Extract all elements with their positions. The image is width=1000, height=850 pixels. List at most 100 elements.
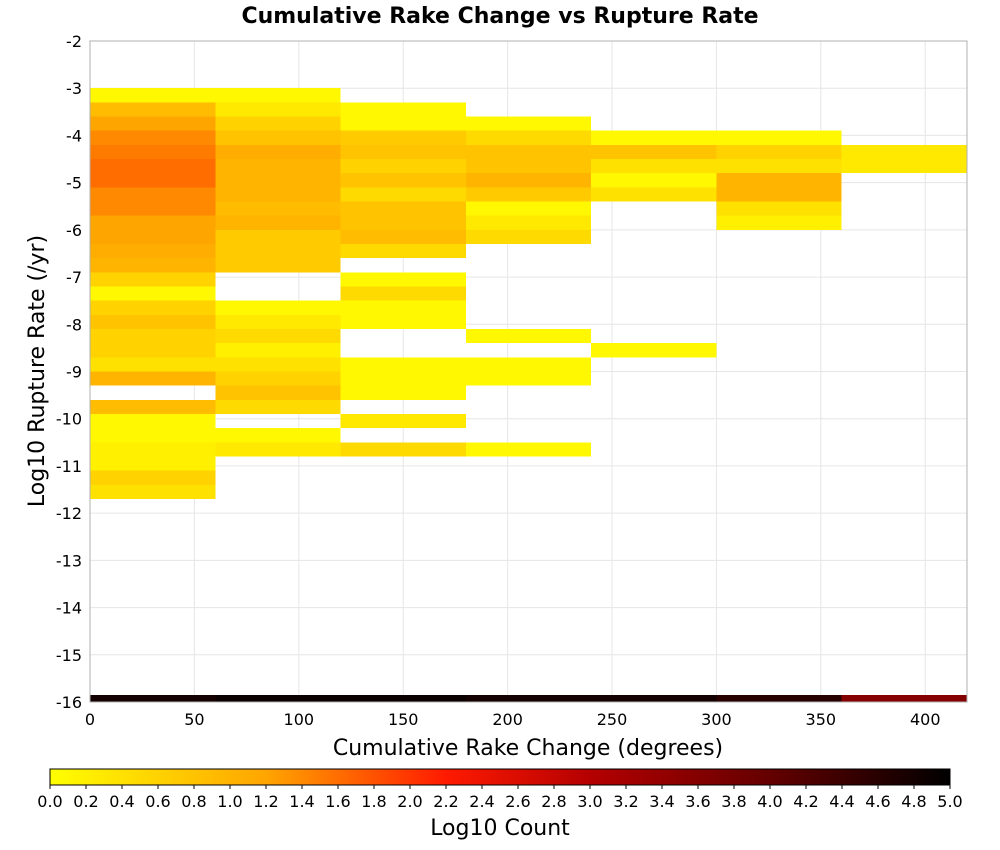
y-tick-label: -7 [66, 268, 82, 287]
heatmap-cell [340, 102, 466, 117]
heatmap-cell [90, 130, 216, 145]
heatmap-cell [465, 130, 592, 145]
heatmap-cell [340, 173, 466, 188]
y-tick-label: -4 [66, 126, 82, 145]
y-tick-label: -8 [66, 315, 82, 334]
x-tick-label: 350 [806, 710, 837, 729]
colorbar-tick-label: 1.8 [361, 792, 386, 811]
heatmap-cell [90, 187, 216, 202]
chart-title: Cumulative Rake Change vs Rupture Rate [241, 4, 758, 29]
heatmap-cell [340, 130, 466, 145]
y-tick-label: -2 [66, 32, 82, 51]
x-tick-label: 400 [910, 710, 941, 729]
y-tick-label: -5 [66, 174, 82, 193]
heatmap-cell [465, 329, 592, 344]
heatmap-cell [90, 229, 216, 245]
heatmap-cell [90, 484, 216, 499]
y-tick-label: -14 [56, 599, 82, 618]
x-tick-label: 100 [284, 710, 315, 729]
heatmap-cell [90, 144, 216, 160]
heatmap-cell [90, 399, 216, 414]
colorbar-tick-label: 0.0 [37, 792, 62, 811]
heatmap-cell [90, 272, 216, 287]
heatmap-cell [90, 116, 216, 131]
heatmap-cell [215, 385, 341, 400]
heatmap-cell [340, 272, 466, 287]
colorbar-tick-label: 3.6 [685, 792, 710, 811]
heatmap-cell [465, 144, 592, 160]
heatmap-cell [841, 159, 967, 174]
heatmap-cell [340, 187, 466, 202]
heatmap-cell [340, 229, 466, 245]
colorbar-tick-label: 4.6 [865, 792, 890, 811]
colorbar-tick-label: 3.2 [613, 792, 638, 811]
x-tick-label: 250 [597, 710, 628, 729]
heatmap-cell [465, 173, 592, 188]
heatmap-cell [340, 244, 466, 259]
colorbar-tick-label: 2.2 [433, 792, 458, 811]
heatmap-cell [90, 357, 216, 372]
heatmap-cell [716, 694, 842, 702]
heatmap-cell [465, 201, 592, 216]
heatmap-cell [340, 371, 466, 386]
heatmap-cell [716, 215, 842, 230]
colorbar-tick-label: 1.0 [217, 792, 242, 811]
heatmap-cell [591, 694, 717, 702]
colorbar-ticks: 0.0 0.2 0.4 0.6 0.8 1.0 1.2 1.4 1.6 1.8 2.0 2.2 2.4 2… [37, 785, 963, 811]
x-tick-label: 300 [701, 710, 732, 729]
colorbar-tick-label: 1.6 [325, 792, 350, 811]
heatmap-cell [465, 159, 592, 174]
colorbar-tick-label: 3.0 [577, 792, 602, 811]
heatmap-cell [215, 215, 341, 230]
heatmap-cell [215, 187, 341, 202]
heatmap-cell [90, 428, 216, 443]
heatmap-cell [340, 694, 466, 702]
heatmap-cell [215, 314, 341, 330]
heatmap-cell [591, 187, 717, 202]
heatmap-cells [90, 88, 967, 702]
colorbar-tick-label: 3.8 [721, 792, 746, 811]
heatmap-cell [215, 159, 341, 174]
heatmap-cell [215, 329, 341, 344]
heatmap-cell [465, 694, 592, 702]
heatmap-cell [465, 357, 592, 372]
heatmap-cell [340, 116, 466, 131]
x-tick-label: 50 [184, 710, 204, 729]
heatmap-cell [841, 144, 967, 160]
y-axis-label: Log10 Rupture Rate (/yr) [25, 235, 50, 507]
heatmap-cell [215, 428, 341, 443]
colorbar-tick-label: 4.0 [757, 792, 782, 811]
colorbar-tick-label: 4.4 [829, 792, 854, 811]
x-axis-ticks: 0 50 100 150 200 250 300 350 400 [85, 710, 941, 729]
heatmap-cell [90, 470, 216, 485]
heatmap-cell [90, 102, 216, 117]
heatmap-cell [90, 456, 216, 471]
heatmap-cell [340, 201, 466, 216]
heatmap-cell [215, 399, 341, 414]
colorbar-tick-label: 3.4 [649, 792, 674, 811]
heatmap-cell [215, 442, 341, 457]
heatmap-cell [591, 173, 717, 188]
x-tick-label: 0 [85, 710, 95, 729]
heatmap-cell [215, 371, 341, 386]
heatmap-cell [90, 329, 216, 344]
heatmap-cell [215, 201, 341, 216]
heatmap-cell [716, 173, 842, 188]
colorbar-tick-label: 0.8 [181, 792, 206, 811]
heatmap-cell [215, 300, 341, 315]
heatmap-cell [215, 258, 341, 273]
colorbar [49, 768, 951, 786]
colorbar-tick-label: 4.2 [793, 792, 818, 811]
heatmap-cell [215, 357, 341, 372]
heatmap-cell [90, 173, 216, 188]
y-tick-label: -3 [66, 79, 82, 98]
heatmap-cell [90, 201, 216, 216]
heatmap-cell [591, 130, 717, 145]
heatmap-cell [90, 413, 216, 429]
colorbar-tick-label: 0.6 [145, 792, 170, 811]
colorbar-tick-label: 2.6 [505, 792, 530, 811]
colorbar-tick-label: 0.4 [109, 792, 134, 811]
heatmap-cell [340, 286, 466, 301]
heatmap-cell [90, 371, 216, 386]
